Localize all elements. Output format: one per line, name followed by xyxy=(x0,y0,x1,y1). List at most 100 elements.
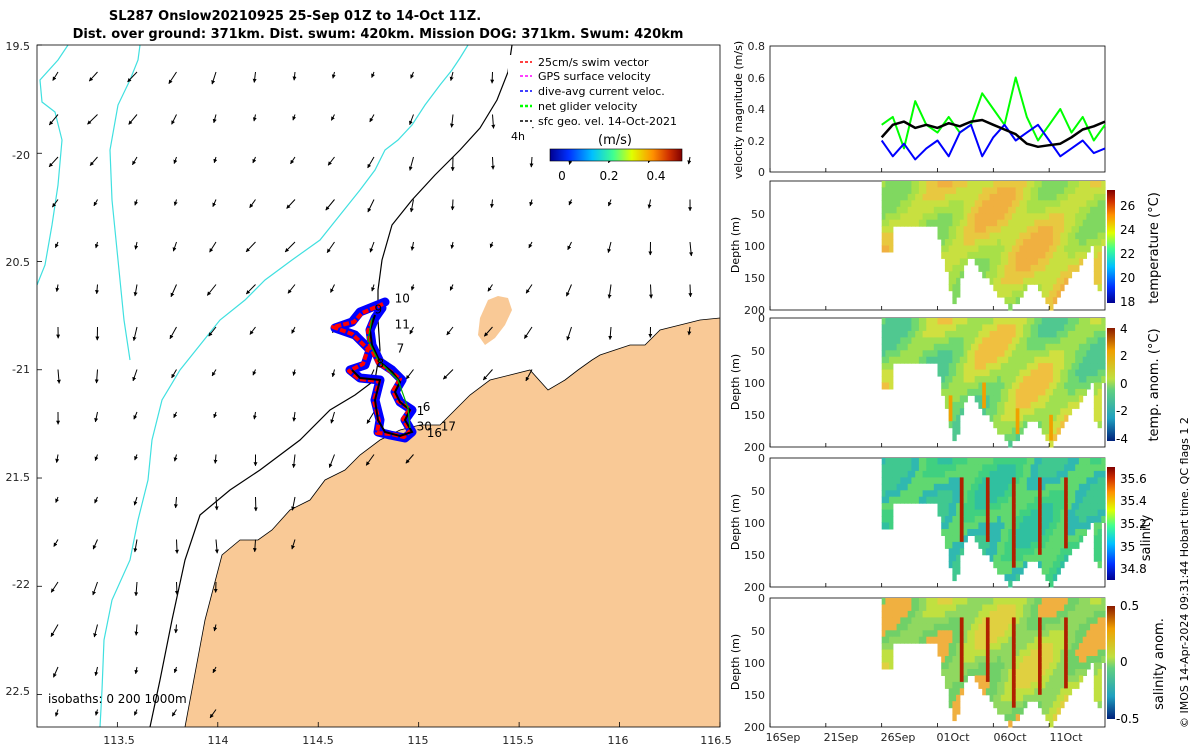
section-cell xyxy=(974,522,979,530)
section-cell xyxy=(892,181,898,188)
section-cell xyxy=(889,522,894,530)
section-cell xyxy=(1071,662,1076,670)
section-cell xyxy=(997,219,1002,227)
section-cell xyxy=(989,271,994,279)
section-cell xyxy=(1090,496,1095,504)
section-cell xyxy=(1038,458,1043,465)
section-cell xyxy=(911,477,916,485)
section-cell xyxy=(944,470,950,478)
section-cell xyxy=(1008,688,1013,696)
section-cell xyxy=(1097,681,1102,689)
section-cell xyxy=(1052,561,1058,569)
section-cell xyxy=(1008,675,1013,683)
section-cell xyxy=(956,187,961,195)
section-cell xyxy=(1060,343,1065,351)
section-cell xyxy=(989,187,994,195)
sanom-y-tick-0: 0 xyxy=(758,592,765,605)
section-cell xyxy=(889,232,894,240)
current-vector-arrow xyxy=(367,199,375,213)
section-cell xyxy=(1049,610,1054,618)
section-cell xyxy=(948,350,953,358)
section-cell xyxy=(881,350,886,358)
section-cell xyxy=(1045,617,1050,625)
section-cell xyxy=(1034,496,1039,504)
section-cell xyxy=(1064,458,1069,465)
section-cell xyxy=(1052,503,1058,511)
section-cell xyxy=(1052,318,1058,325)
section-cell xyxy=(941,656,946,663)
current-vector-arrow xyxy=(94,709,99,716)
section-cell xyxy=(1049,694,1054,702)
section-cell xyxy=(1041,408,1046,416)
section-cell xyxy=(904,477,909,485)
section-cell xyxy=(1000,200,1006,208)
section-cell xyxy=(989,356,994,364)
section-cell xyxy=(1038,382,1043,390)
section-cell xyxy=(963,669,968,676)
section-cell xyxy=(911,337,916,345)
section-cell xyxy=(889,376,894,384)
section-cell xyxy=(881,630,886,638)
section-cell xyxy=(937,324,942,332)
section-cell xyxy=(1097,490,1102,498)
section-cell xyxy=(1008,350,1013,358)
section-cell xyxy=(941,337,946,345)
section-cell xyxy=(952,623,957,631)
section-cell xyxy=(1023,226,1028,234)
section-cell xyxy=(1060,561,1065,569)
legend-item-dive-avg: dive-avg current veloc. xyxy=(520,85,665,98)
section-cell-highlight xyxy=(959,477,966,542)
section-cell xyxy=(1004,604,1009,612)
section-cell xyxy=(926,598,931,605)
section-cell xyxy=(896,610,901,618)
section-cell xyxy=(1097,477,1102,485)
section-cell xyxy=(1015,535,1020,543)
map-x-tick-115.5: 115.5 xyxy=(502,734,534,747)
section-cell xyxy=(982,669,987,676)
section-cell xyxy=(997,271,1002,279)
section-cell xyxy=(1101,617,1106,625)
section-cell xyxy=(1101,656,1106,663)
section-cell xyxy=(1049,701,1054,709)
section-cell xyxy=(937,200,942,208)
section-cell xyxy=(1026,636,1032,644)
section-cell xyxy=(1052,707,1058,715)
section-cell xyxy=(1000,181,1006,188)
section-cell xyxy=(896,318,901,325)
section-cell xyxy=(1060,503,1065,511)
section-cell xyxy=(1019,232,1024,240)
section-cell xyxy=(948,193,953,201)
section-cell xyxy=(896,324,901,332)
section-cell xyxy=(1071,604,1076,612)
section-cell xyxy=(985,245,991,253)
section-cell xyxy=(881,503,886,511)
section-cell xyxy=(982,187,987,195)
section-cell xyxy=(974,232,979,240)
current-vector-arrow xyxy=(128,114,138,125)
section-cell xyxy=(889,337,894,345)
section-cell xyxy=(1101,464,1106,472)
section-cell xyxy=(944,206,950,214)
section-cell xyxy=(1052,408,1058,416)
section-cell xyxy=(1023,193,1028,201)
section-cell xyxy=(1015,264,1020,272)
section-cell xyxy=(978,490,983,498)
section-cell xyxy=(1019,343,1024,351)
section-cell xyxy=(963,187,968,195)
section-cell xyxy=(1038,414,1043,422)
section-cell xyxy=(989,694,994,702)
section-cell xyxy=(1078,509,1084,517)
section-cell xyxy=(1064,239,1069,247)
section-cell xyxy=(1015,477,1020,485)
section-cell xyxy=(1041,226,1046,234)
section-cell xyxy=(967,181,972,188)
section-cell xyxy=(989,213,994,221)
section-cell xyxy=(1097,516,1102,523)
section-cell xyxy=(1071,617,1076,625)
section-cell xyxy=(997,617,1002,625)
section-cell xyxy=(1008,656,1013,663)
section-cell xyxy=(881,522,886,530)
section-cell xyxy=(956,408,961,416)
isobath-200m xyxy=(149,45,513,727)
